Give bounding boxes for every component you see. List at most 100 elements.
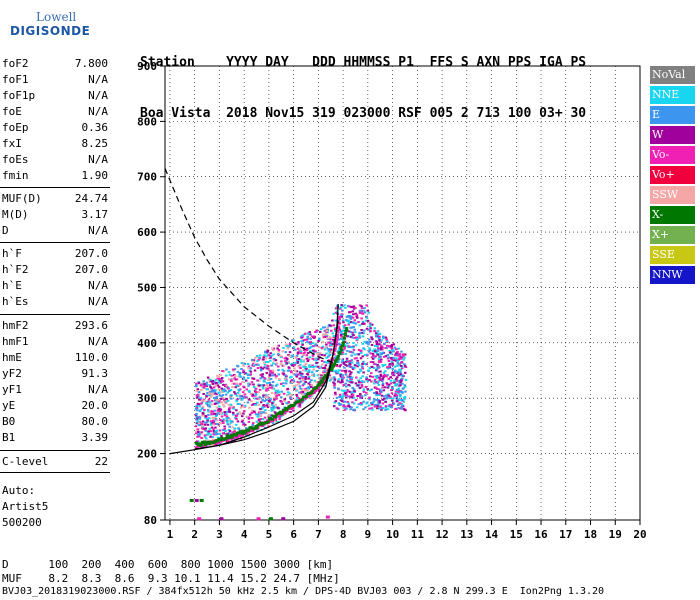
spread-echo: [374, 344, 377, 347]
f-layer-echo: [211, 382, 215, 385]
spread-echo: [380, 339, 383, 342]
f-layer-echo: [252, 359, 256, 362]
spread-echo: [350, 316, 353, 319]
f-layer-echo: [246, 363, 250, 366]
spread-echo: [369, 323, 372, 326]
spread-echo: [379, 355, 383, 358]
spread-echo: [374, 332, 378, 335]
spread-echo: [349, 314, 352, 317]
spread-echo: [368, 367, 372, 370]
f-layer-echo: [288, 343, 292, 346]
f-layer-echo: [243, 393, 247, 396]
spread-echo: [359, 402, 363, 405]
spread-echo: [361, 312, 365, 315]
spread-echo: [359, 357, 363, 360]
f-layer-echo: [320, 374, 323, 377]
spread-echo: [377, 358, 381, 361]
f-layer-echo: [233, 430, 236, 433]
spread-echo: [342, 390, 346, 393]
f-layer-echo: [236, 420, 240, 423]
spread-echo: [391, 367, 394, 370]
f-layer-echo: [209, 435, 212, 438]
f-layer-echo: [321, 367, 325, 370]
spread-echo: [391, 373, 395, 376]
spread-echo: [343, 324, 347, 327]
f-layer-echo: [235, 382, 239, 385]
f-layer-echo: [263, 363, 267, 366]
f-layer-echo: [265, 384, 269, 387]
header-values: Boa Vista 2018 Nov15 319 023000 RSF 005 …: [140, 106, 587, 121]
o-trace-point: [308, 394, 312, 397]
spread-echo: [382, 397, 386, 400]
f-layer-echo: [196, 435, 199, 438]
f-layer-echo: [288, 376, 292, 379]
spread-echo: [391, 371, 394, 374]
spread-echo: [340, 389, 344, 392]
f-layer-echo: [229, 389, 233, 392]
spread-echo: [350, 391, 354, 394]
spread-echo: [344, 405, 347, 408]
spread-echo: [399, 364, 403, 367]
f-layer-echo: [215, 413, 218, 416]
f-layer-echo: [220, 377, 224, 380]
spread-echo: [368, 322, 372, 325]
f-layer-echo: [298, 349, 302, 352]
legend-item: E: [650, 106, 695, 124]
f-layer-echo: [244, 372, 248, 375]
param-name: foE: [2, 105, 22, 118]
f-layer-echo: [273, 398, 276, 401]
f-layer-echo: [230, 405, 233, 408]
f-layer-echo: [325, 352, 328, 355]
f-layer-echo: [230, 380, 233, 383]
f-layer-echo: [258, 388, 262, 391]
x-trace-point: [256, 424, 260, 427]
spread-echo: [361, 362, 364, 365]
spread-echo: [353, 408, 356, 411]
f-layer-echo: [212, 396, 216, 399]
f-layer-echo: [204, 435, 207, 438]
f-layer-echo: [204, 415, 207, 418]
spread-echo: [342, 326, 346, 329]
f-layer-echo: [201, 407, 204, 410]
spread-echo: [344, 306, 347, 309]
spread-echo: [344, 393, 347, 396]
f-layer-echo: [219, 408, 223, 411]
f-layer-echo: [310, 384, 313, 387]
spread-echo: [363, 362, 367, 365]
spread-echo: [388, 365, 391, 368]
spread-echo: [377, 366, 381, 369]
f-layer-echo: [225, 417, 228, 420]
f-layer-echo: [208, 384, 211, 387]
spread-echo: [354, 312, 357, 315]
f-layer-echo: [269, 383, 272, 386]
spread-echo: [385, 394, 388, 397]
spread-echo: [377, 394, 381, 397]
f-layer-echo: [263, 361, 266, 364]
x-tick-label: 12: [435, 528, 448, 541]
f-layer-echo: [263, 350, 267, 353]
spread-echo: [376, 375, 379, 378]
f-layer-echo: [299, 358, 302, 361]
spread-echo: [395, 395, 399, 398]
f-layer-echo: [236, 427, 240, 430]
spread-echo: [360, 317, 363, 320]
spread-echo: [403, 396, 406, 399]
spread-echo: [341, 381, 344, 384]
y-tick-label: 300: [137, 392, 157, 405]
f-layer-echo: [265, 355, 268, 358]
spread-echo: [395, 397, 399, 400]
o-trace-point: [332, 352, 336, 356]
f-layer-echo: [256, 401, 259, 404]
o-trace-point: [291, 406, 295, 409]
x-tick-label: 18: [584, 528, 597, 541]
f-layer-echo: [273, 420, 277, 423]
f-layer-echo: [263, 400, 266, 403]
spread-echo: [349, 311, 352, 314]
spread-echo: [385, 338, 388, 341]
f-layer-echo: [251, 422, 255, 425]
spread-echo: [352, 313, 355, 316]
x-trace-point: [281, 410, 285, 414]
f-layer-echo: [275, 375, 278, 378]
f-layer-echo: [304, 388, 307, 391]
spread-echo: [374, 403, 377, 406]
